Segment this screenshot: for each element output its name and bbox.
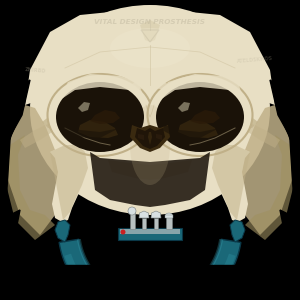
Polygon shape xyxy=(208,108,258,130)
Polygon shape xyxy=(50,142,92,222)
Ellipse shape xyxy=(130,105,170,185)
Text: ATELDSKHOS: ATELDSKHOS xyxy=(237,56,273,64)
Polygon shape xyxy=(90,110,120,124)
Polygon shape xyxy=(190,110,220,124)
Polygon shape xyxy=(8,105,60,235)
Polygon shape xyxy=(148,132,152,145)
Polygon shape xyxy=(245,122,280,148)
Circle shape xyxy=(128,207,136,215)
Polygon shape xyxy=(0,210,20,300)
Bar xyxy=(130,211,134,229)
Polygon shape xyxy=(108,160,192,180)
Polygon shape xyxy=(25,8,275,105)
Polygon shape xyxy=(130,78,170,90)
Polygon shape xyxy=(208,142,250,222)
Polygon shape xyxy=(270,80,300,160)
Polygon shape xyxy=(151,211,161,218)
Polygon shape xyxy=(230,220,245,242)
Polygon shape xyxy=(245,135,295,240)
Bar xyxy=(118,228,182,240)
Text: ZNIRBD: ZNIRBD xyxy=(24,67,46,73)
Polygon shape xyxy=(77,239,223,300)
Polygon shape xyxy=(139,211,149,218)
Polygon shape xyxy=(105,152,195,178)
Polygon shape xyxy=(55,220,70,242)
Polygon shape xyxy=(280,210,300,300)
Polygon shape xyxy=(0,0,25,300)
Polygon shape xyxy=(138,134,144,140)
Polygon shape xyxy=(64,254,236,300)
Polygon shape xyxy=(62,120,130,138)
Polygon shape xyxy=(0,265,300,300)
Polygon shape xyxy=(90,152,210,207)
Polygon shape xyxy=(158,74,242,100)
Polygon shape xyxy=(156,134,162,140)
Polygon shape xyxy=(42,108,92,130)
Polygon shape xyxy=(20,122,55,148)
Polygon shape xyxy=(140,20,160,42)
Ellipse shape xyxy=(47,74,152,156)
Bar xyxy=(166,215,172,229)
Bar xyxy=(165,215,173,218)
Circle shape xyxy=(121,230,125,234)
Polygon shape xyxy=(275,0,300,300)
Polygon shape xyxy=(178,102,190,112)
Polygon shape xyxy=(135,128,165,149)
Polygon shape xyxy=(5,135,55,240)
Polygon shape xyxy=(178,120,218,138)
Polygon shape xyxy=(130,125,170,152)
Polygon shape xyxy=(212,145,250,220)
Ellipse shape xyxy=(30,5,270,215)
Ellipse shape xyxy=(148,74,253,156)
Text: VITAL DESIGN PROSTHESIS: VITAL DESIGN PROSTHESIS xyxy=(94,19,206,25)
Polygon shape xyxy=(50,145,88,220)
Polygon shape xyxy=(0,80,30,160)
Polygon shape xyxy=(55,18,245,60)
Polygon shape xyxy=(240,105,292,235)
Polygon shape xyxy=(0,0,40,40)
Bar xyxy=(142,218,146,229)
Bar xyxy=(154,218,158,229)
Ellipse shape xyxy=(156,82,244,152)
Ellipse shape xyxy=(56,82,144,152)
Bar xyxy=(120,229,180,234)
Polygon shape xyxy=(78,102,90,112)
Polygon shape xyxy=(78,120,118,138)
Polygon shape xyxy=(162,120,230,138)
Ellipse shape xyxy=(110,28,190,68)
Ellipse shape xyxy=(166,213,172,217)
Polygon shape xyxy=(58,74,143,100)
Polygon shape xyxy=(260,0,300,40)
Polygon shape xyxy=(59,239,241,300)
